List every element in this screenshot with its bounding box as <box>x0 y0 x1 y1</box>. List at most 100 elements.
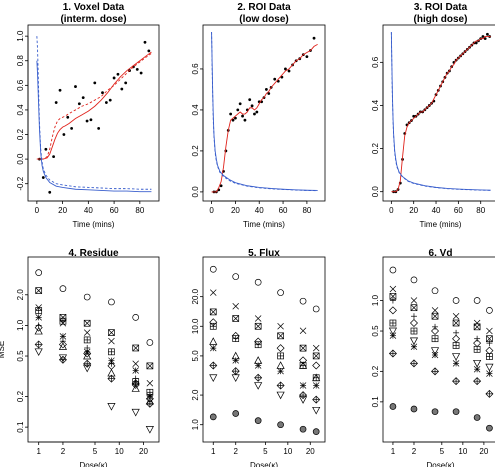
marker-diamond-plus <box>83 359 92 368</box>
marker-circle-filled <box>312 428 320 436</box>
marker-stroke <box>410 304 418 311</box>
marker-diamond-plus <box>299 391 308 400</box>
x-axis-label: Dose(κ) <box>250 461 278 467</box>
marker-stroke <box>486 335 493 342</box>
x-tick-label: 40 <box>432 206 441 215</box>
marker-circle <box>83 293 91 301</box>
marker-boxed-x <box>299 344 307 352</box>
marker-triangle <box>34 348 43 357</box>
y-tick-label: 0.2 <box>371 142 380 154</box>
marker-plus <box>432 323 439 330</box>
marker-diamond <box>312 361 321 370</box>
data-point <box>54 101 58 104</box>
data-point <box>284 67 287 71</box>
fit-curve-solid <box>211 43 318 193</box>
marker-circle <box>410 276 418 284</box>
marker-box <box>209 308 217 316</box>
x-tick-label: 40 <box>84 206 93 215</box>
marker-boxed-plus <box>59 317 67 325</box>
x-tick-label: 60 <box>279 206 288 215</box>
marker-diamond-plus <box>145 399 154 408</box>
y-tick-label: 0.4 <box>191 104 200 116</box>
marker-diamond <box>83 349 92 358</box>
chart-title: 2. ROI Data <box>237 2 291 13</box>
data-point <box>89 118 93 122</box>
chart-title: 5. Flux <box>248 248 280 259</box>
marker-diamond <box>131 379 140 388</box>
marker-triangle <box>58 342 68 350</box>
marker-circle <box>389 403 397 410</box>
marker-diamond <box>388 349 397 358</box>
marker-stroke <box>108 337 115 345</box>
marker-boxed-plus <box>389 319 397 327</box>
marker-circle <box>486 424 493 432</box>
marker-stroke <box>132 360 139 367</box>
data-point <box>112 76 116 80</box>
marker-diamond <box>312 395 321 404</box>
marker-asterisk <box>210 344 217 352</box>
marker-circle <box>277 289 284 296</box>
marker-triangle-up <box>209 337 218 345</box>
marker-stroke <box>389 293 397 300</box>
data-point <box>250 104 254 108</box>
data-point <box>108 98 112 102</box>
marker-stroke <box>452 312 460 320</box>
marker-stroke <box>277 332 284 340</box>
marker-stroke <box>35 287 42 294</box>
marker-diamond <box>83 359 92 368</box>
y-tick-label: 0.1 <box>16 421 25 433</box>
marker-circle <box>473 297 481 304</box>
marker-triangle <box>131 384 140 392</box>
marker-triangle-down <box>276 391 285 400</box>
marker-circle <box>486 306 493 314</box>
data-point <box>255 110 259 114</box>
marker-diamond <box>83 349 92 358</box>
marker-triangle <box>312 406 321 415</box>
data-point <box>243 118 247 122</box>
marker-circle-filled <box>410 405 418 413</box>
marker-stroke <box>473 323 481 331</box>
residue-curve-dashed <box>36 36 152 190</box>
marker-boxed-plus <box>232 335 240 342</box>
y-tick-label: 1.0 <box>16 319 25 331</box>
x-tick-label: 20 <box>58 206 67 215</box>
y-tick-label: 0.0 <box>371 186 380 198</box>
marker-stroke <box>83 320 91 327</box>
marker-triangle <box>312 373 321 382</box>
marker-diamond-plus <box>131 379 140 388</box>
marker-stroke <box>132 344 139 352</box>
data-point <box>267 92 271 95</box>
marker-diamond-plus <box>388 349 397 358</box>
marker-x <box>83 329 91 336</box>
marker-circle <box>486 306 493 314</box>
marker-box <box>132 344 140 352</box>
marker-diamond <box>312 361 321 370</box>
fit-curve-dashed <box>36 52 152 160</box>
marker-triangle <box>231 374 240 382</box>
marker-boxed-x <box>254 322 262 330</box>
x-axis-label: Dose(κ) <box>79 461 107 467</box>
marker-asterisk <box>312 382 320 389</box>
x-tick-label: 0 <box>389 206 394 215</box>
marker-stroke <box>299 327 307 335</box>
marker-diamond-plus <box>485 389 494 398</box>
marker-plus <box>108 360 115 367</box>
marker-circle <box>452 297 460 304</box>
plot-frame <box>27 256 160 443</box>
marker-x <box>210 289 217 296</box>
chart-panel-2: 2. ROI Data(low dose) 0 20 40 60 80 0.0 0.2 0.4 0… <box>191 2 326 229</box>
marker-x <box>254 315 262 322</box>
residue-curve-dashed <box>390 32 491 191</box>
x-tick-label: 2 <box>412 447 417 456</box>
marker-diamond <box>452 334 461 343</box>
marker-box <box>83 319 91 327</box>
marker-triangle <box>451 353 461 361</box>
marker-stroke <box>108 329 115 336</box>
chart-title: 3. ROI Data <box>414 2 468 13</box>
chart-panel-1: 1. Voxel Data(interm. dose) 0 20 40 60 80 -0.2… <box>16 2 160 229</box>
marker-boxed-x <box>473 323 481 331</box>
marker-box <box>410 304 418 312</box>
marker-asterisk <box>486 370 493 377</box>
data-point <box>58 88 62 92</box>
y-tick-label: 0.4 <box>16 104 25 116</box>
